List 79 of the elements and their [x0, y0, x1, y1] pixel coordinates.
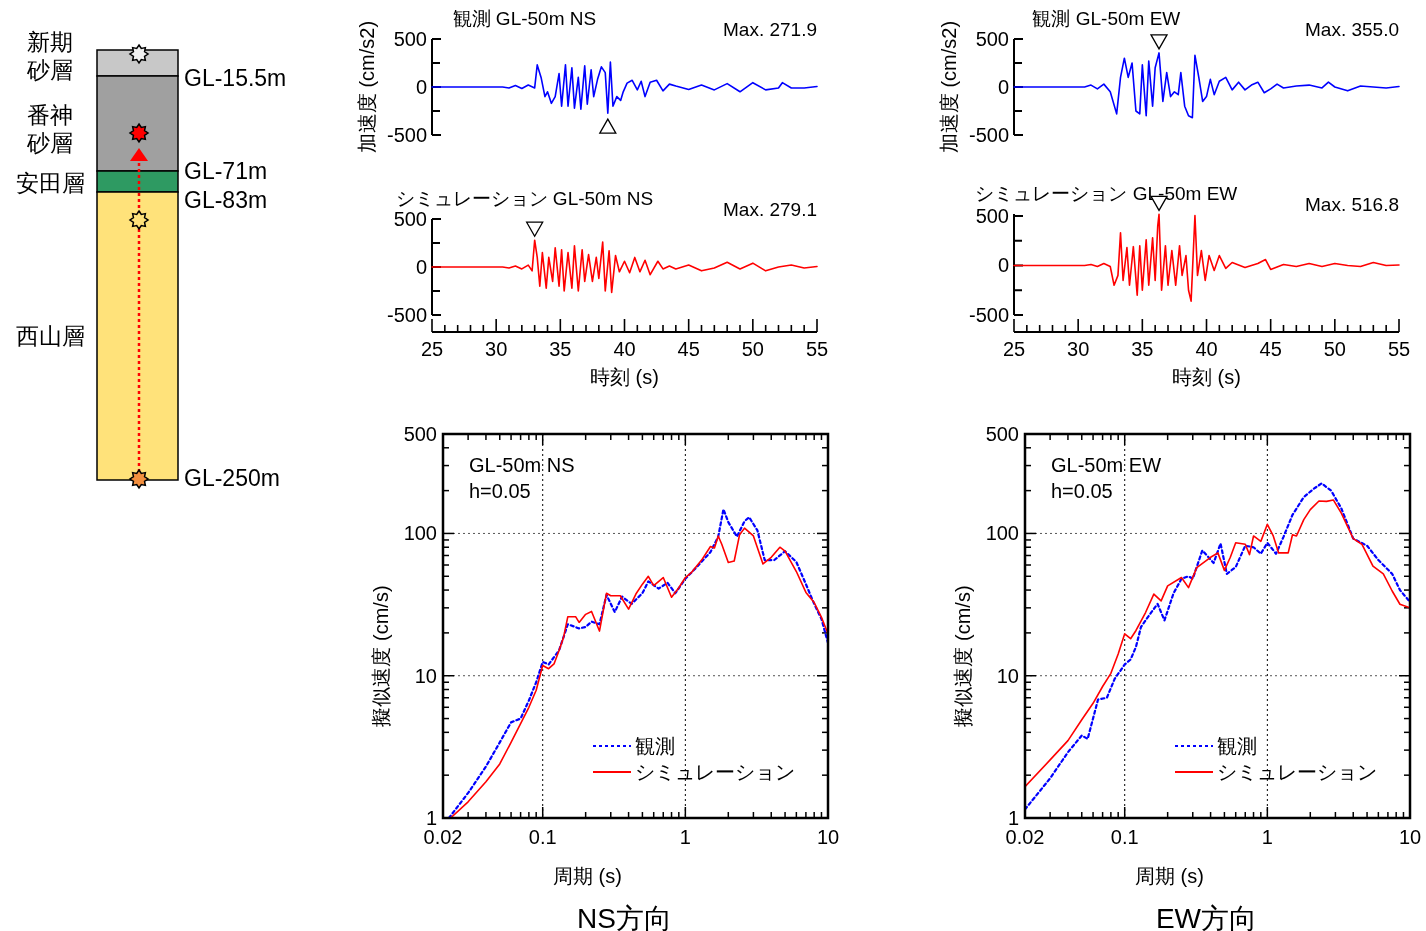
text: EW方向 — [1155, 903, 1258, 931]
x-tick-label: 0.02 — [423, 826, 463, 848]
y-tick-label: 0 — [415, 76, 427, 98]
x-tick-label: 10 — [816, 826, 840, 848]
x-axis-title: 時刻 (s) — [1172, 366, 1241, 388]
text: 安田層 — [15, 170, 85, 196]
text: GL-15.5m — [184, 65, 287, 91]
x-tick-label: 55 — [1387, 338, 1411, 360]
y-tick-label: 100 — [403, 522, 437, 545]
x-tick-label: 0.02 — [1005, 826, 1045, 848]
y-tick-label: -500 — [386, 304, 427, 326]
y-axis-title: 擬似速度 (cm/s) — [370, 585, 392, 727]
annotation: h=0.05 — [469, 480, 531, 502]
annotation: GL-50m EW — [1051, 454, 1162, 476]
line-series — [431, 61, 818, 114]
x-tick-label: 1 — [1261, 826, 1273, 848]
annotation: Max. 355.0 — [1305, 19, 1399, 40]
line-series — [1013, 213, 1400, 302]
y-tick-label: 1 — [425, 807, 437, 829]
x-tick-label: 25 — [420, 338, 444, 360]
line-series — [431, 239, 818, 294]
annotation: Max. 516.8 — [1305, 194, 1399, 215]
legend-label: シミュレーション — [635, 761, 795, 783]
x-tick-label: 30 — [1067, 338, 1090, 360]
x-tick-label: 35 — [1131, 338, 1154, 360]
x-tick-label: 45 — [1259, 338, 1282, 360]
text: 番神砂層 — [26, 102, 73, 156]
y-tick-label: 0 — [997, 254, 1009, 277]
y-tick-label: 500 — [393, 208, 427, 230]
y-tick-label: -500 — [968, 124, 1009, 146]
text: 西山層 — [15, 323, 85, 349]
legend-label: 観測 — [635, 735, 675, 757]
x-tick-label: 45 — [677, 338, 700, 360]
x-tick-label: 40 — [1195, 338, 1218, 360]
y-tick-label: 100 — [985, 522, 1019, 545]
y-tick-label: 0 — [997, 76, 1009, 98]
x-tick-label: 35 — [549, 338, 572, 360]
y-axis-title: 擬似速度 (cm/s) — [952, 585, 974, 727]
text: GL-71m — [184, 158, 268, 184]
y-tick-label: -500 — [968, 304, 1009, 326]
text: NS方向 — [577, 903, 672, 931]
x-tick-label: 40 — [613, 338, 636, 360]
x-tick-label: 0.1 — [528, 826, 557, 848]
chart-title: 観測 GL-50m NS — [452, 8, 597, 29]
y-tick-label: 10 — [996, 664, 1019, 687]
y-axis-title: 加速度 (cm/s2) — [356, 20, 378, 154]
y-tick-label: 10 — [414, 664, 437, 687]
x-tick-label: 1 — [679, 826, 691, 848]
x-tick-label: 30 — [485, 338, 508, 360]
annotation: h=0.05 — [1051, 480, 1113, 502]
x-tick-label: 55 — [805, 338, 829, 360]
y-tick-label: -500 — [386, 124, 427, 146]
y-tick-label: 500 — [975, 204, 1009, 227]
x-axis-title: 時刻 (s) — [590, 366, 659, 388]
text: 新期砂層 — [26, 29, 73, 83]
x-axis-title: 周期 (s) — [553, 865, 622, 887]
y-tick-label: 500 — [975, 28, 1009, 50]
y-tick-label: 500 — [403, 423, 437, 445]
text: GL-83m — [184, 187, 268, 213]
x-tick-label: 0.1 — [1110, 826, 1139, 848]
x-axis-title: 周期 (s) — [1135, 865, 1204, 887]
y-tick-label: 1 — [1007, 807, 1019, 829]
x-tick-label: 50 — [741, 338, 764, 360]
chart-title: シミュレーション GL-50m NS — [395, 188, 654, 209]
annotation: Max. 279.1 — [723, 199, 817, 220]
text: GL-250m — [184, 465, 280, 491]
chart-title: シミュレーション GL-50m EW — [975, 183, 1238, 204]
annotation: GL-50m NS — [469, 454, 575, 476]
legend-label: シミュレーション — [1217, 761, 1377, 783]
y-tick-label: 500 — [985, 423, 1019, 445]
y-tick-label: 500 — [393, 28, 427, 50]
x-tick-label: 50 — [1323, 338, 1346, 360]
legend-label: 観測 — [1217, 735, 1257, 757]
x-tick-label: 25 — [1002, 338, 1026, 360]
x-tick-label: 10 — [1398, 826, 1422, 848]
chart-title: 観測 GL-50m EW — [1032, 8, 1181, 29]
y-axis-title: 加速度 (cm/s2) — [938, 20, 960, 154]
annotation: Max. 271.9 — [723, 19, 817, 40]
y-tick-label: 0 — [415, 256, 427, 278]
